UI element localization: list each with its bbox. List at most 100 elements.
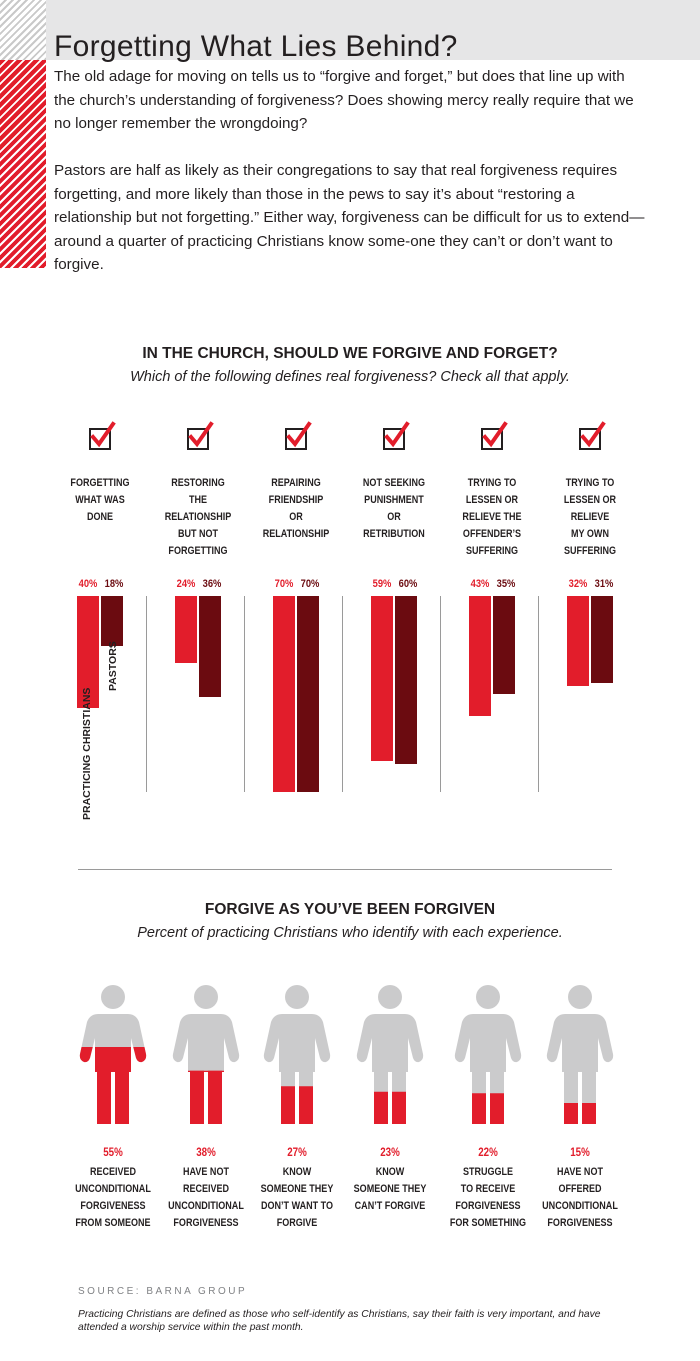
stat-label: HAVE NOT OFFERED UNCONDITIONAL FORGIVENESS xyxy=(541,1164,620,1232)
stat-label-line: OFFERED xyxy=(558,1183,602,1195)
category-label-line: LESSEN OR xyxy=(465,494,519,506)
value-label-practicing: 24% xyxy=(176,578,196,590)
person-icon xyxy=(262,984,332,1124)
category-label-line: FORGETTING xyxy=(70,477,130,489)
intro-paragraph-1: The old adage for moving on tells us to … xyxy=(54,68,634,132)
value-label-pastors: 70% xyxy=(300,578,320,590)
bar-pastors xyxy=(493,596,515,694)
stat-label-line: DON’T WANT TO xyxy=(260,1200,333,1212)
value-label-pastors: 36% xyxy=(202,578,222,590)
stat-label-line: UNCONDITIONAL xyxy=(542,1200,618,1212)
value-label-pastors: 35% xyxy=(496,578,516,590)
column-separator xyxy=(342,596,343,792)
category-label-line: SUFFERING xyxy=(465,545,519,557)
chart1-subtitle: Which of the following defines real forg… xyxy=(130,369,570,385)
category-label-line: OFFENDER’S xyxy=(462,528,522,540)
chart1-title: IN THE CHURCH, SHOULD WE FORGIVE AND FOR… xyxy=(142,345,558,362)
chart2-title: FORGIVE AS YOU’VE BEEN FORGIVEN xyxy=(204,901,496,918)
stat-label-line: FORGIVENESS xyxy=(173,1217,239,1229)
stat-label-line: FORGIVE xyxy=(276,1217,318,1229)
checkbox-icon xyxy=(89,421,116,450)
bar-pastors xyxy=(297,596,319,792)
stat-label-line: FROM SOMEONE xyxy=(75,1217,151,1229)
stat-label-line: FORGIVENESS xyxy=(80,1200,146,1212)
series-label-pastors: PASTORS xyxy=(107,641,119,691)
value-label-pastors: 31% xyxy=(594,578,614,590)
category-label-line: RESTORING THE xyxy=(171,477,225,506)
footnote: Practicing Christians are defined as tho… xyxy=(78,1309,601,1333)
stat-label-line: FORGIVENESS xyxy=(547,1217,613,1229)
category-label: REPAIRING FRIENDSHIP OR RELATIONSHIP xyxy=(259,475,333,543)
stat-label-line: KNOW xyxy=(282,1166,312,1178)
category-label-line: RELIEVE THE xyxy=(462,511,522,523)
stat-label-line: HAVE NOT xyxy=(183,1166,229,1178)
stat-label-line: SOMEONE THEY xyxy=(353,1183,427,1195)
checkbox-icon xyxy=(285,421,312,450)
stat-label: HAVE NOT RECEIVED UNCONDITIONAL FORGIVENESS xyxy=(167,1164,246,1232)
category-label-line: MY OWN xyxy=(571,528,609,540)
stat-percent: 23% xyxy=(380,1147,400,1159)
page-title: Forgetting What Lies Behind? xyxy=(54,30,458,63)
bar-practicing-christians xyxy=(175,596,197,664)
bar-practicing-christians xyxy=(567,596,589,686)
stat-label-line: TO RECEIVE xyxy=(460,1183,516,1195)
person-icon xyxy=(171,984,241,1124)
bar-practicing-christians xyxy=(371,596,393,762)
column-separator xyxy=(538,596,539,792)
category-label-line: OR xyxy=(387,511,401,523)
stat-label-line: SOMEONE THEY xyxy=(260,1183,334,1195)
category-label: TRYING TO LESSEN OR RELIEVE THE OFFENDER’S S… xyxy=(455,475,529,560)
series-label-practicing-christians: PRACTICING CHRISTIANS xyxy=(81,687,93,820)
category-label-line: TRYING TO xyxy=(565,477,615,489)
category-label-line: PUNISHMENT xyxy=(364,494,424,506)
category-label-line: NOT SEEKING xyxy=(362,477,426,489)
category-label: TRYING TO LESSEN OR RELIEVE MY OWN SUFFERING xyxy=(553,475,627,560)
value-label-practicing: 70% xyxy=(274,578,294,590)
stat-label-line: FORGIVENESS xyxy=(455,1200,521,1212)
bar-practicing-christians xyxy=(273,596,295,792)
category-label-line: OR xyxy=(289,511,303,523)
category-label-line: FRIENDSHIP xyxy=(268,494,324,506)
stat-label-line: FOR SOMETHING xyxy=(449,1217,527,1229)
person-icon xyxy=(78,984,148,1124)
value-label-practicing: 32% xyxy=(568,578,588,590)
stat-label: KNOW SOMEONE THEY CAN’T FORGIVE xyxy=(351,1164,430,1215)
stat-percent: 15% xyxy=(570,1147,590,1159)
red-stripe-decoration xyxy=(0,60,46,268)
stat-label-line: STRUGGLE xyxy=(462,1166,514,1178)
category-label: FORGETTING WHAT WAS DONE xyxy=(63,475,137,526)
intro-paragraph-2: Pastors are half as likely as their cong… xyxy=(54,162,645,273)
value-label-pastors: 60% xyxy=(398,578,418,590)
column-separator xyxy=(440,596,441,792)
stat-label-line: KNOW xyxy=(375,1166,405,1178)
stat-percent: 38% xyxy=(196,1147,216,1159)
checkbox-icon xyxy=(187,421,214,450)
stat-percent: 55% xyxy=(103,1147,123,1159)
category-label-line: RELIEVE xyxy=(570,511,610,523)
stat-label-line: HAVE NOT xyxy=(557,1166,603,1178)
chart2-subtitle: Percent of practicing Christians who ide… xyxy=(137,925,563,941)
stat-label-line: UNCONDITIONAL xyxy=(75,1183,151,1195)
category-label: RESTORING THE RELATIONSHIP BUT NOT FORGETTI… xyxy=(161,475,235,560)
value-label-practicing: 43% xyxy=(470,578,490,590)
bar-practicing-christians xyxy=(469,596,491,717)
category-label-line: FORGETTING xyxy=(168,545,228,557)
title-bar: Forgetting What Lies Behind? xyxy=(46,0,700,63)
source-credit: SOURCE: BARNA GROUP xyxy=(78,1286,248,1297)
checkbox-icon xyxy=(579,421,606,450)
category-label-line: DONE xyxy=(86,511,114,523)
stat-label-line: UNCONDITIONAL xyxy=(168,1200,244,1212)
value-label-practicing: 59% xyxy=(372,578,392,590)
header-hatch-pattern xyxy=(0,0,46,60)
category-label-line: TRYING TO xyxy=(467,477,517,489)
value-label-pastors: 18% xyxy=(104,578,124,590)
category-label-line: REPAIRING xyxy=(271,477,321,489)
stat-label-line: RECEIVED xyxy=(89,1166,137,1178)
stat-label-line: RECEIVED xyxy=(182,1183,230,1195)
stat-label-line: CAN’T FORGIVE xyxy=(354,1200,426,1212)
column-separator xyxy=(244,596,245,792)
stat-percent: 27% xyxy=(287,1147,307,1159)
category-label-line: RELATIONSHIP xyxy=(164,511,232,523)
person-icon xyxy=(355,984,425,1124)
category-label-line: BUT NOT xyxy=(177,528,219,540)
